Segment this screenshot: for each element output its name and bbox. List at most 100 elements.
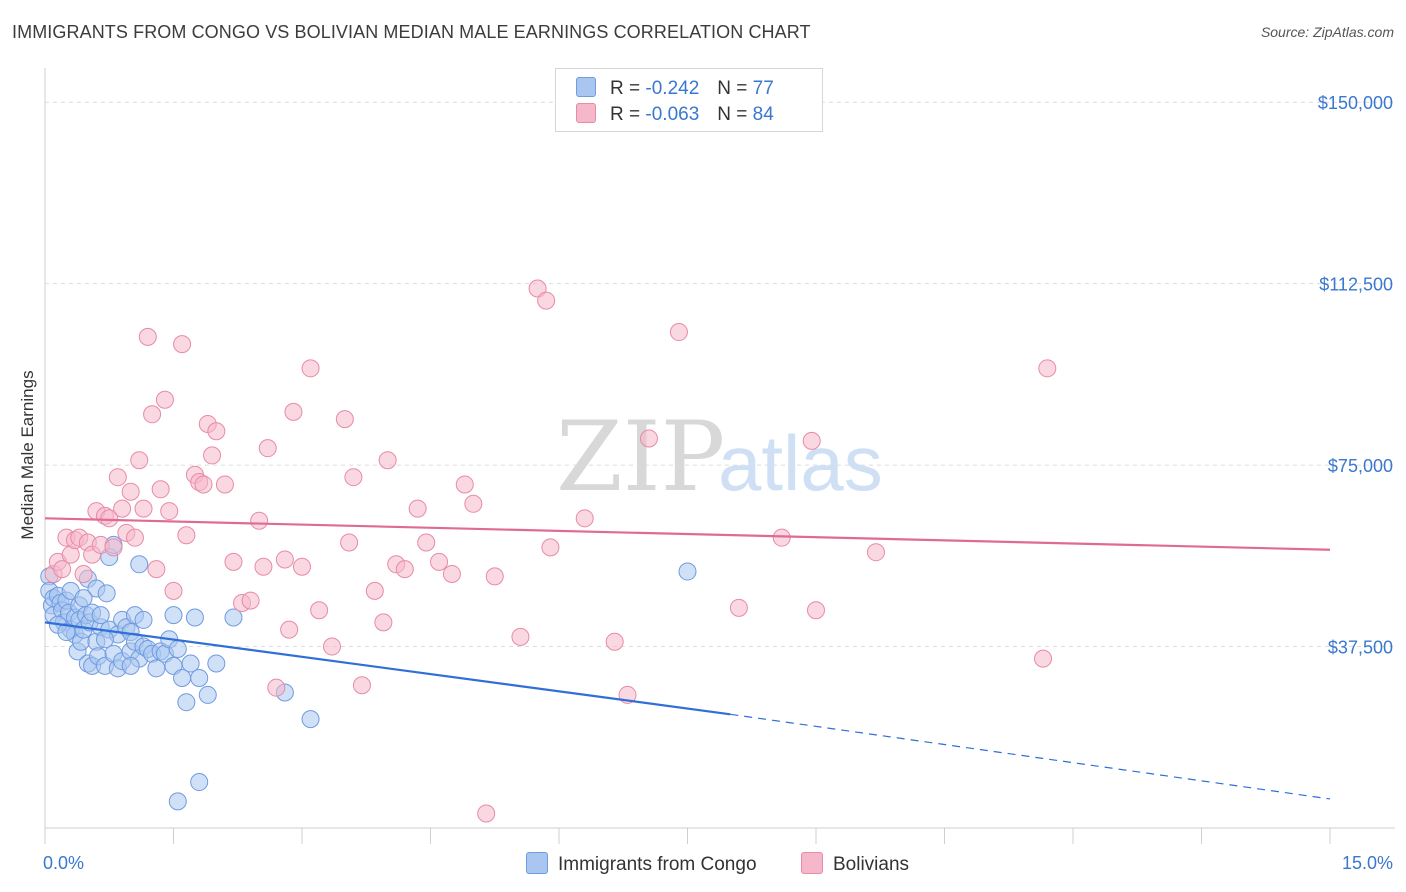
data-point [455,475,474,494]
data-point [173,335,192,354]
data-point [168,639,187,658]
series-legend-bolivians: Bolivians [801,852,909,876]
data-point [164,581,183,600]
data-point [537,291,556,310]
y-tick-label: $37,500 [1328,638,1393,658]
data-point [130,451,149,470]
data-point [254,557,273,576]
legend-label-congo: Immigrants from Congo [558,854,757,875]
legend-swatch-congo [576,77,596,97]
x-tick-label-min: 0.0% [43,853,84,873]
data-point [395,560,414,579]
x-tick-label-max: 15.0% [1342,853,1393,873]
data-point [678,562,697,581]
data-point [198,685,217,704]
data-point [57,623,76,642]
source-label: Source: ZipAtlas.com [1260,24,1394,40]
data-point [669,323,688,342]
data-point [113,499,132,518]
data-point [160,502,179,521]
data-point [168,792,187,811]
data-point [138,327,157,346]
data-point [91,606,110,625]
series-legend-congo: Immigrants from Congo [526,852,757,876]
data-point [344,468,363,487]
data-point [477,804,496,823]
data-point [134,610,153,629]
data-point [147,560,166,579]
data-point [639,429,658,448]
legend-row-congo: R = -0.242 N = 77 [576,77,774,101]
axes [44,68,1395,844]
data-point [207,422,226,441]
data-point [151,480,170,499]
data-point [130,555,149,574]
data-point [541,538,560,557]
correlation-legend: R = -0.242 N = 77 R = -0.063 N = 84 [555,68,823,132]
legend-swatch-bolivians [576,103,596,123]
data-point [511,627,530,646]
legend-r-value: -0.242 [645,78,700,99]
y-tick-label: $112,500 [1319,275,1393,295]
data-point [485,567,504,586]
data-point [177,526,196,545]
data-point [241,591,260,610]
data-point [284,402,303,421]
data-point [224,552,243,571]
data-point [340,533,359,552]
data-point [442,564,461,583]
trend-line-extrapolated [730,713,1331,800]
data-point [97,584,116,603]
data-point [125,528,144,547]
legend-r-label: R = [610,78,641,99]
data-point [121,482,140,501]
data-point [802,431,821,450]
data-point [181,654,200,673]
data-point [866,543,885,562]
data-point [224,608,243,627]
y-tick-label: $150,000 [1318,93,1393,113]
data-point [185,608,204,627]
watermark-zip: ZIP [556,401,725,513]
data-point [430,552,449,571]
data-points [40,279,1057,823]
data-point [134,499,153,518]
data-point [74,564,93,583]
trend-lines [44,517,1331,800]
data-point [293,557,311,576]
data-point [164,606,183,625]
data-point [417,533,436,552]
data-point [807,601,825,620]
chart-title: IMMIGRANTS FROM CONGO VS BOLIVIAN MEDIAN… [12,22,811,42]
data-point [322,637,341,656]
legend-swatch-bolivians [801,852,823,874]
legend-r-label: R = [610,104,641,125]
legend-r-value: -0.063 [645,104,700,125]
data-point [310,601,329,620]
data-point [104,538,123,557]
data-point [108,468,127,487]
data-point [352,676,371,695]
data-point [194,475,213,494]
data-point [215,475,234,494]
data-point [155,390,174,409]
data-point [729,598,748,617]
y-tick-label: $75,000 [1328,456,1393,476]
data-point [267,678,286,697]
legend-n-value: 84 [752,104,774,125]
data-point [1034,649,1053,668]
legend-n-value: 77 [752,78,774,99]
data-point [121,656,140,675]
data-point [374,613,393,632]
legend-n-label: N = [717,104,748,125]
data-point [365,581,384,600]
legend-swatch-congo [526,852,548,874]
data-point [143,405,162,424]
data-point [1038,359,1057,378]
data-point [301,710,320,729]
data-point [53,560,72,579]
data-point [100,509,119,528]
trend-line [44,517,1331,551]
data-point [275,550,294,569]
data-point [95,630,114,649]
